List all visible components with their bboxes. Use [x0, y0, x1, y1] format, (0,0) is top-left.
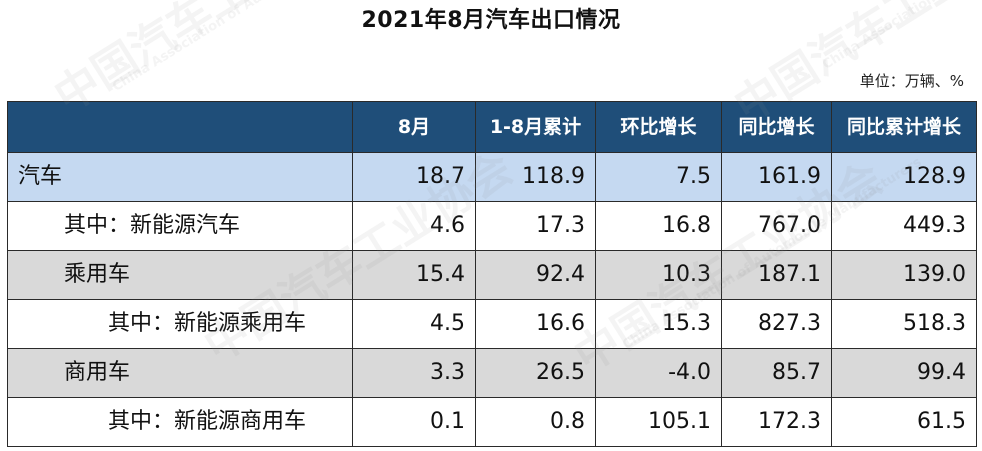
cell-value: 139.0: [831, 250, 977, 300]
table-row: 其中：新能源乘用车 4.5 16.6 15.3 827.3 518.3: [7, 299, 977, 349]
cell-value: 17.3: [475, 201, 596, 251]
row-label: 其中：新能源汽车: [7, 201, 353, 251]
cell-value: 16.8: [595, 201, 722, 251]
cell-value: 61.5: [831, 397, 977, 447]
cell-value: 4.5: [352, 299, 476, 349]
column-header-yoy-cumulative-growth: 同比累计增长: [831, 101, 977, 153]
row-label: 汽车: [7, 152, 353, 202]
column-header-mom-growth: 环比增长: [595, 101, 722, 153]
cell-value: 128.9: [831, 152, 977, 202]
cell-value: 4.6: [352, 201, 476, 251]
table-row: 商用车 3.3 26.5 -4.0 85.7 99.4: [7, 348, 977, 398]
row-label: 其中：新能源乘用车: [7, 299, 353, 349]
table-row: 汽车 18.7 118.9 7.5 161.9 128.9: [7, 152, 977, 202]
cell-value: 187.1: [721, 250, 832, 300]
cell-value: 7.5: [595, 152, 722, 202]
cell-value: 15.3: [595, 299, 722, 349]
cell-value: 827.3: [721, 299, 832, 349]
row-label: 乘用车: [7, 250, 353, 300]
row-label: 其中：新能源商用车: [7, 397, 353, 447]
unit-label: 单位：万辆、%: [859, 72, 964, 90]
table-row: 其中：新能源汽车 4.6 17.3 16.8 767.0 449.3: [7, 201, 977, 251]
cell-value: 99.4: [831, 348, 977, 398]
cell-value: 10.3: [595, 250, 722, 300]
cell-value: 767.0: [721, 201, 832, 251]
row-label: 商用车: [7, 348, 353, 398]
cell-value: 118.9: [475, 152, 596, 202]
page-title: 2021年8月汽车出口情况: [361, 8, 621, 33]
table-row: 其中：新能源商用车 0.1 0.8 105.1 172.3 61.5: [7, 397, 977, 447]
cell-value: 161.9: [721, 152, 832, 202]
table-row: 乘用车 15.4 92.4 10.3 187.1 139.0: [7, 250, 977, 300]
column-header-corner: [7, 101, 353, 153]
cell-value: 15.4: [352, 250, 476, 300]
cell-value: 3.3: [352, 348, 476, 398]
cell-value: 172.3: [721, 397, 832, 447]
column-header-cumulative: 1-8月累计: [475, 101, 596, 153]
cell-value: 0.8: [475, 397, 596, 447]
cell-value: -4.0: [595, 348, 722, 398]
cell-value: 26.5: [475, 348, 596, 398]
column-header-yoy-growth: 同比增长: [721, 101, 832, 153]
export-table: 8月 1-8月累计 环比增长 同比增长 同比累计增长 汽车 18.7 118.9…: [7, 101, 977, 447]
cell-value: 105.1: [595, 397, 722, 447]
column-header-month: 8月: [352, 101, 476, 153]
cell-value: 0.1: [352, 397, 476, 447]
cell-value: 18.7: [352, 152, 476, 202]
cell-value: 449.3: [831, 201, 977, 251]
cell-value: 518.3: [831, 299, 977, 349]
cell-value: 92.4: [475, 250, 596, 300]
table-header-row: 8月 1-8月累计 环比增长 同比增长 同比累计增长: [7, 101, 977, 153]
cell-value: 16.6: [475, 299, 596, 349]
cell-value: 85.7: [721, 348, 832, 398]
